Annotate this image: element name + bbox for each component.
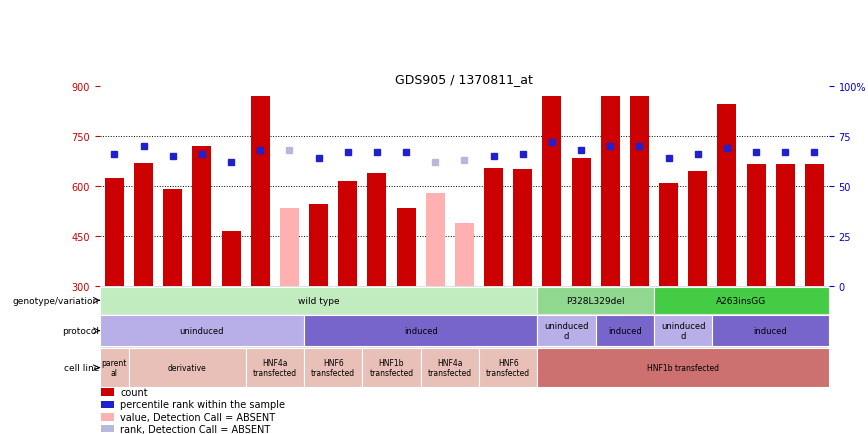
Text: value, Detection Call = ABSENT: value, Detection Call = ABSENT xyxy=(121,412,275,421)
Bar xyxy=(221,232,240,286)
Bar xyxy=(688,171,707,286)
Bar xyxy=(542,97,562,286)
Bar xyxy=(776,165,795,286)
Text: A263insGG: A263insGG xyxy=(716,296,766,305)
Bar xyxy=(421,348,479,388)
Bar xyxy=(339,181,358,286)
Bar xyxy=(102,425,115,433)
Text: genotype/variation: genotype/variation xyxy=(13,296,99,305)
Bar xyxy=(455,223,474,286)
Bar xyxy=(537,315,595,346)
Bar xyxy=(304,348,362,388)
Bar xyxy=(100,348,129,388)
Bar xyxy=(134,163,153,286)
Text: HNF1b transfected: HNF1b transfected xyxy=(648,363,719,372)
Bar xyxy=(246,348,304,388)
Text: wild type: wild type xyxy=(298,296,339,305)
Title: GDS905 / 1370811_at: GDS905 / 1370811_at xyxy=(396,72,533,85)
Bar xyxy=(713,315,829,346)
Bar xyxy=(601,97,620,286)
Text: count: count xyxy=(121,388,148,397)
Text: HNF4a
transfected: HNF4a transfected xyxy=(253,358,297,378)
Bar xyxy=(100,315,304,346)
Bar xyxy=(479,348,537,388)
Bar xyxy=(102,388,115,396)
Bar xyxy=(425,193,444,286)
Text: HNF6
transfected: HNF6 transfected xyxy=(486,358,530,378)
Text: uninduced: uninduced xyxy=(180,326,224,335)
Bar xyxy=(630,97,649,286)
Text: parent
al: parent al xyxy=(102,358,127,378)
Text: uninduced
d: uninduced d xyxy=(544,321,589,341)
Bar xyxy=(100,287,537,314)
Text: induced: induced xyxy=(753,326,787,335)
Bar xyxy=(484,168,503,286)
Bar xyxy=(537,348,829,388)
Bar xyxy=(654,287,829,314)
Bar xyxy=(595,315,654,346)
Bar xyxy=(105,178,124,286)
Text: protocol: protocol xyxy=(62,326,99,335)
Bar xyxy=(251,97,270,286)
Text: derivative: derivative xyxy=(168,363,207,372)
Bar xyxy=(746,165,766,286)
Bar xyxy=(309,205,328,286)
Text: P328L329del: P328L329del xyxy=(566,296,625,305)
Bar xyxy=(367,173,386,286)
Text: percentile rank within the sample: percentile rank within the sample xyxy=(121,400,286,409)
Text: HNF4a
transfected: HNF4a transfected xyxy=(428,358,472,378)
Bar xyxy=(102,401,115,408)
Text: rank, Detection Call = ABSENT: rank, Detection Call = ABSENT xyxy=(121,424,271,434)
Bar xyxy=(362,348,421,388)
Text: HNF1b
transfected: HNF1b transfected xyxy=(370,358,413,378)
Bar xyxy=(717,105,736,286)
Bar xyxy=(513,170,532,286)
Bar xyxy=(537,287,654,314)
Bar xyxy=(193,147,212,286)
Bar xyxy=(129,348,246,388)
Bar xyxy=(163,190,182,286)
Bar xyxy=(654,315,713,346)
Bar xyxy=(304,315,537,346)
Text: induced: induced xyxy=(404,326,437,335)
Text: induced: induced xyxy=(608,326,641,335)
Text: uninduced
d: uninduced d xyxy=(661,321,706,341)
Bar xyxy=(805,165,824,286)
Text: HNF6
transfected: HNF6 transfected xyxy=(311,358,355,378)
Text: cell line: cell line xyxy=(64,363,99,372)
Bar xyxy=(571,158,590,286)
Bar xyxy=(397,208,416,286)
Bar xyxy=(659,183,678,286)
Bar xyxy=(102,413,115,421)
Bar xyxy=(279,208,299,286)
